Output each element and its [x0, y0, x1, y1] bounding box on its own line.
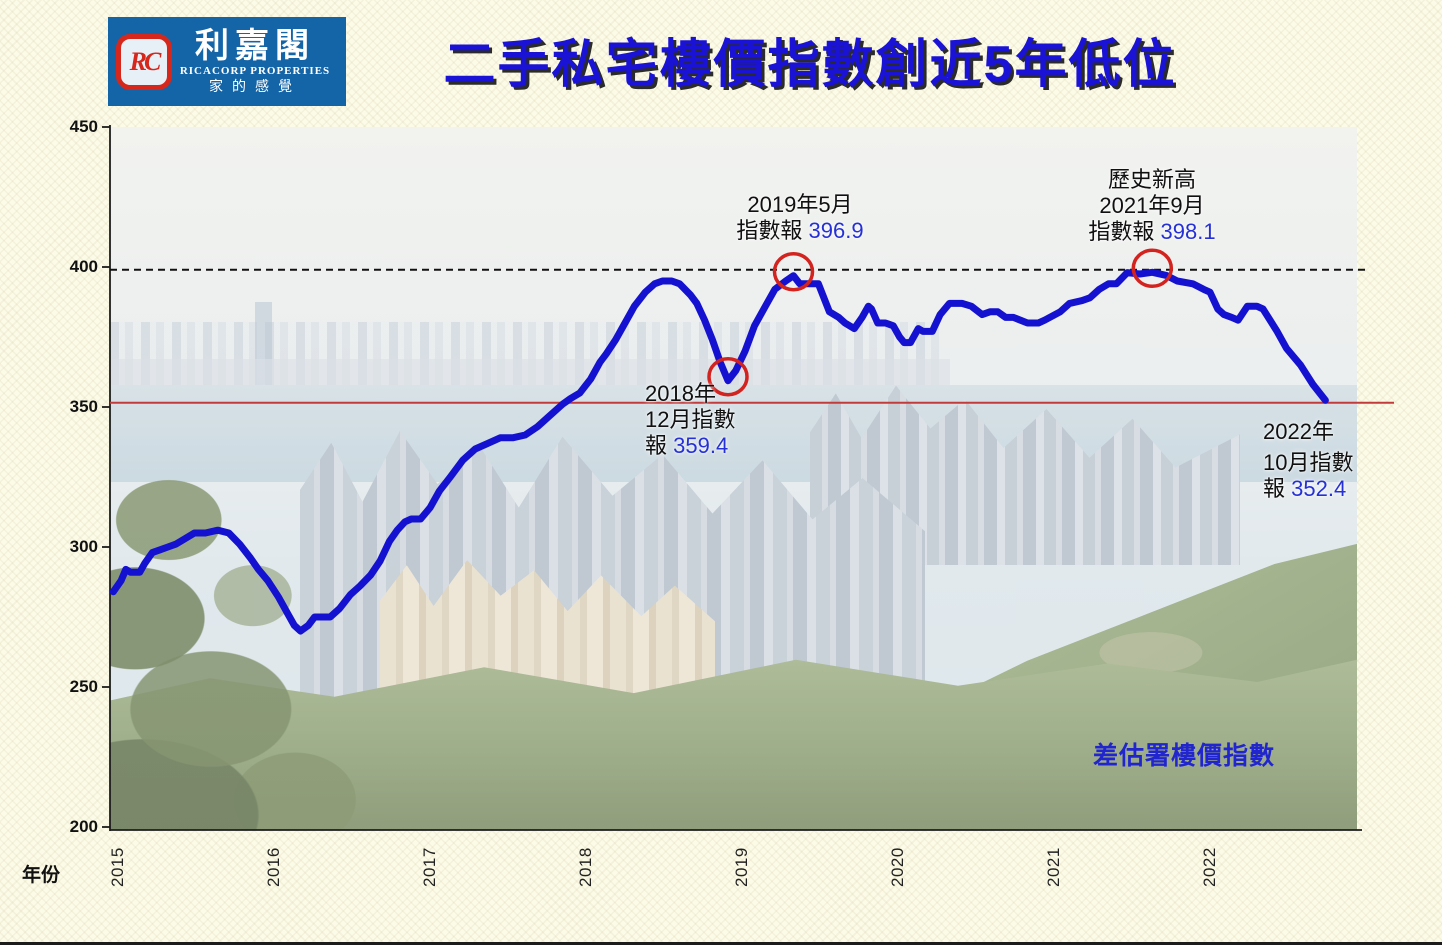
annotation-date: 2021年9月 [1099, 193, 1205, 218]
annotation-may-2019: 2019年5月 指數報 396.9 [705, 192, 895, 244]
x-axis-tick-label: 2018 [576, 847, 595, 887]
annotation-date: 2018年 [645, 381, 716, 406]
annotation-text: 指數報 [1088, 219, 1161, 244]
hong-kong-photo-background [110, 127, 1357, 830]
annotation-value: 398.1 [1160, 219, 1216, 244]
page-title: 二手私宅樓價指數創近5年低位 [443, 36, 1177, 94]
index-line [109, 268, 1329, 635]
annotation-date: 2019年5月 [747, 192, 853, 217]
annotation-date: 2022年 [1263, 419, 1334, 444]
photo-white-wash-overlay [110, 127, 1357, 830]
x-axis-tick-label: 2019 [732, 847, 751, 887]
y-axis-tick-label: 250 [69, 677, 98, 696]
highlight-circle [1131, 248, 1174, 289]
logo-name-zh: 利嘉閣 [195, 27, 315, 66]
x-axis-tick-label: 2022 [1200, 847, 1219, 887]
annotation-dec-2018: 2018年 12月指數 報 359.4 [645, 381, 735, 459]
logo-name-en: RICACORP PROPERTIES [179, 64, 331, 77]
x-axis-tick-label: 2021 [1044, 847, 1063, 887]
photo-waterfront [110, 359, 950, 389]
y-axis-tick-label: 350 [69, 397, 98, 416]
y-axis-tick-label: 450 [69, 117, 98, 136]
annotation-text: 報 [645, 433, 674, 458]
x-axis-tick-label: 2015 [108, 847, 127, 887]
series-label: 差估署樓價指數 [1093, 742, 1276, 770]
annotation-date2: 12月指數 [645, 407, 736, 432]
annotation-value: 359.4 [673, 433, 729, 458]
logo-text: 利嘉閣 RICACORP PROPERTIES 家的感覺 [172, 27, 338, 95]
ricacorp-emblem-icon: RC [116, 33, 172, 90]
photo-foliage [110, 452, 530, 830]
x-axis-tick-label: 2020 [888, 847, 907, 887]
highlight-circle [772, 251, 815, 292]
annotation-oct-2022: 2022年 10月指數 報 352.4 [1263, 419, 1353, 502]
x-axis-tick-label: 2017 [420, 847, 439, 887]
annotation-text: 報 [1263, 476, 1292, 501]
x-axis-tick-label: 2016 [264, 847, 283, 887]
emblem-monogram: RC [129, 46, 162, 76]
annotation-value: 396.9 [808, 218, 864, 243]
ricacorp-logo: RC 利嘉閣 RICACORP PROPERTIES 家的感覺 [108, 17, 346, 106]
annotation-date2: 10月指數 [1263, 450, 1354, 475]
highlight-circle [707, 356, 749, 397]
x-axis-title: 年份 [22, 865, 61, 886]
logo-tagline: 家的感覺 [209, 78, 301, 95]
annotation-sep-2021: 歷史新高 2021年9月 指數報 398.1 [1057, 167, 1247, 245]
annotation-value: 352.4 [1291, 476, 1347, 501]
y-axis-tick-label: 400 [69, 257, 98, 276]
annotation-record-label: 歷史新高 [1107, 167, 1196, 192]
annotation-text: 指數報 [736, 218, 809, 243]
y-axis-tick-label: 200 [69, 817, 98, 836]
y-axis-tick-label: 300 [69, 537, 98, 556]
